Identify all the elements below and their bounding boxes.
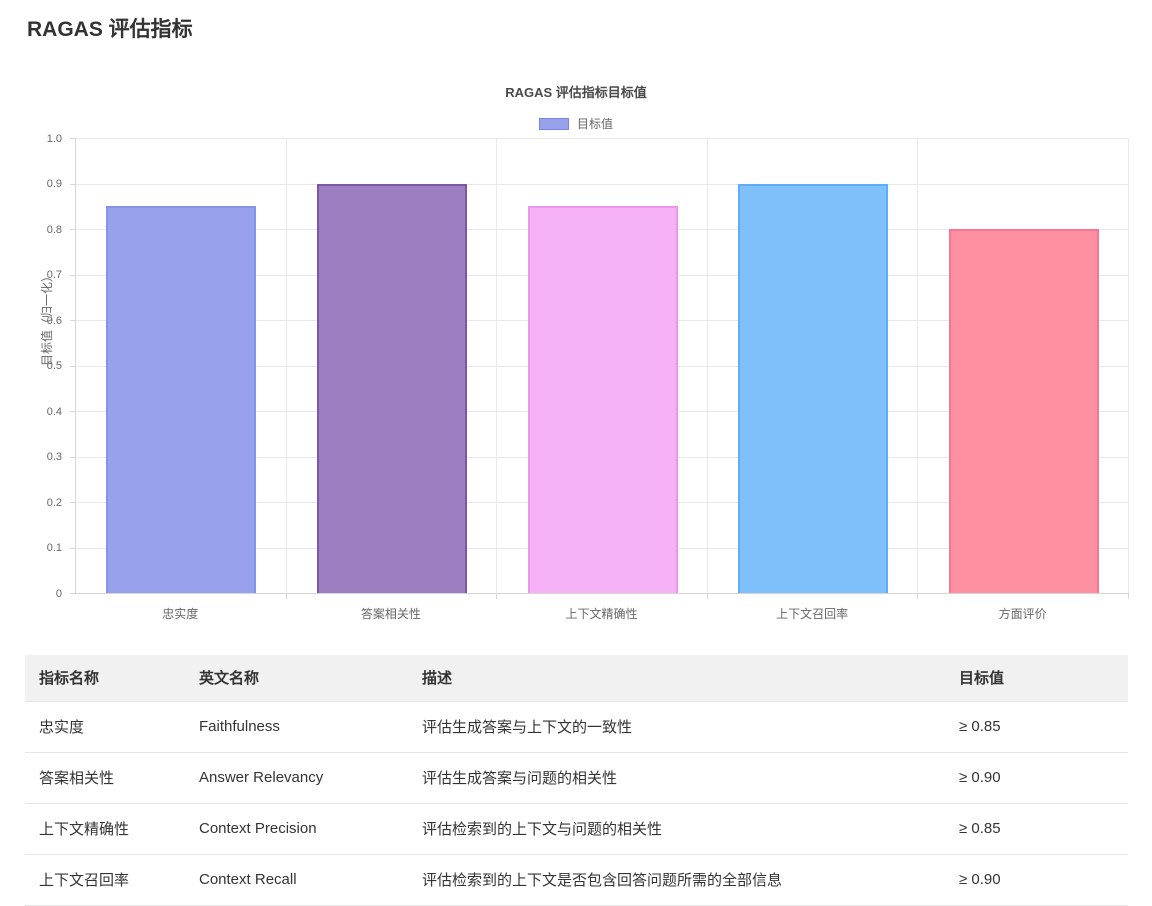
table-row: 上下文召回率 Context Recall 评估检索到的上下文是否包含回答问题所需的… [25, 854, 1128, 906]
table-cell: 答案相关性 [25, 752, 185, 804]
y-tick-label: 0.9 [46, 178, 62, 190]
table-header-cell: 指标名称 [25, 655, 185, 702]
y-tick-label: 0.2 [46, 496, 62, 509]
gridline-h [76, 138, 1128, 139]
bar-3[interactable] [527, 206, 678, 593]
x-category-label: 答案相关性 [360, 607, 421, 621]
y-tick-label: 0.3 [46, 451, 62, 463]
table-cell: Faithfulness [185, 701, 408, 753]
metrics-table: 指标名称 英文名称 描述 目标值 忠实度 Faithfulness 评估生成答案与上下文的… [25, 655, 1128, 906]
y-tick-label: 0.5 [46, 360, 62, 372]
y-tick-label: 0.8 [46, 223, 62, 236]
table-cell: Answer Relevancy [185, 752, 408, 804]
table-cell: 忠实度 [25, 701, 185, 753]
x-category-label: 上下文召回率 [776, 607, 849, 621]
page-title: RAGAS 评估指标 [27, 18, 193, 41]
y-tick-mark [70, 138, 76, 139]
y-tick-mark [70, 456, 76, 458]
gridline-v [285, 139, 287, 593]
y-tick-mark [70, 593, 76, 594]
y-tick-label: 0.6 [46, 314, 62, 327]
table-cell: ≥ 0.90 [945, 752, 1128, 804]
table-cell: ≥ 0.85 [945, 803, 1128, 855]
y-tick-mark [70, 229, 76, 230]
legend-swatch [538, 117, 569, 130]
table-cell: 评估生成答案与问题的相关性 [408, 752, 945, 804]
x-tick-mark [496, 593, 498, 599]
y-tick-mark [70, 502, 76, 503]
y-tick-label: 0.7 [46, 269, 62, 281]
y-tick-label: 0.4 [46, 405, 62, 418]
y-tick-mark [70, 274, 76, 276]
table-row: 答案相关性 Answer Relevancy 评估生成答案与问题的相关性 ≥ 0.90 [25, 752, 1128, 804]
bar-chart: RAGAS 评估指标目标值 目标值 目标值（归一化） 0 0.1 0.2 0.3 0.4… [0, 60, 1152, 640]
x-tick-mark [706, 593, 708, 599]
y-tick-label: 1.0 [46, 132, 62, 145]
bar-4[interactable] [738, 183, 889, 593]
x-category-label: 忠实度 [162, 607, 199, 621]
table-header-cell: 目标值 [945, 655, 1128, 702]
table-cell: ≥ 0.85 [945, 701, 1128, 753]
table-cell: Context Recall [185, 854, 408, 906]
table-cell: 评估检索到的上下文与问题的相关性 [408, 803, 945, 855]
table-header-cell: 英文名称 [185, 655, 408, 702]
bar-5[interactable] [948, 229, 1099, 593]
gridline-v [1128, 139, 1129, 593]
table-row: 上下文精确性 Context Precision 评估检索到的上下文与问题的相关性 ≥… [25, 803, 1128, 855]
y-tick-label: 0 [55, 587, 62, 600]
table-cell: 上下文召回率 [25, 854, 185, 906]
y-tick-mark [70, 411, 76, 412]
table-cell: 上下文精确性 [25, 803, 185, 855]
x-tick-mark [1128, 593, 1129, 599]
y-tick-label: 0.1 [46, 542, 62, 554]
table-cell: ≥ 0.90 [945, 854, 1128, 906]
chart-legend[interactable]: 目标值 [0, 115, 1152, 132]
table-row: 忠实度 Faithfulness 评估生成答案与上下文的一致性 ≥ 0.85 [25, 701, 1128, 753]
y-tick-mark [70, 320, 76, 321]
x-category-label: 上下文精确性 [565, 607, 638, 621]
gridline-h [76, 183, 1128, 185]
x-tick-mark [285, 593, 287, 599]
plot-area [70, 138, 1129, 599]
x-category-label: 方面评价 [998, 607, 1047, 621]
table-header-row: 指标名称 英文名称 描述 目标值 [25, 655, 1128, 702]
x-tick-mark [917, 593, 919, 599]
chart-title: RAGAS 评估指标目标值 [505, 85, 647, 100]
bar-2[interactable] [316, 183, 467, 593]
table-cell: 评估生成答案与上下文的一致性 [408, 701, 945, 753]
gridline-v [496, 139, 498, 593]
gridline-v [706, 139, 708, 593]
table-body: 忠实度 Faithfulness 评估生成答案与上下文的一致性 ≥ 0.85 答案相关性… [25, 701, 1128, 906]
bar-1[interactable] [106, 206, 257, 593]
gridline-v [917, 139, 919, 593]
table-cell: Context Precision [185, 803, 408, 855]
table-header-cell: 描述 [408, 655, 945, 702]
y-tick-mark [70, 365, 76, 367]
table-head: 指标名称 英文名称 描述 目标值 [25, 655, 1128, 702]
y-tick-mark [70, 547, 76, 549]
y-tick-mark [70, 183, 76, 185]
table-cell: 评估检索到的上下文是否包含回答问题所需的全部信息 [408, 854, 945, 906]
legend-label: 目标值 [576, 117, 613, 131]
